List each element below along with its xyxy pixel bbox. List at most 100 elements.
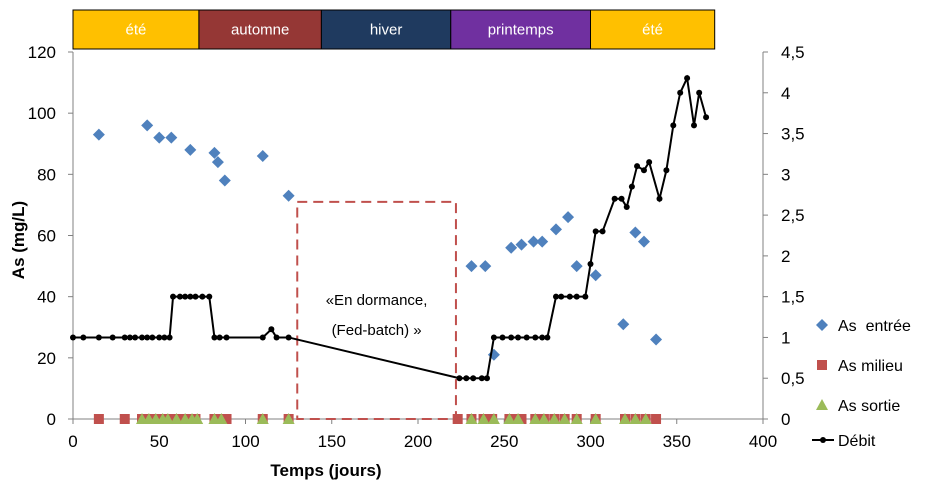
series-1-point-8 bbox=[176, 414, 187, 424]
y-right-tick-label-6: 3 bbox=[781, 165, 790, 184]
debit-point-3 bbox=[109, 334, 116, 341]
y-left-tick-label-0: 0 bbox=[47, 410, 56, 429]
legend-marker-1 bbox=[817, 360, 827, 370]
debit-point-38 bbox=[539, 334, 546, 341]
legend-label-0: As entrée bbox=[838, 318, 911, 335]
season-label-3: printemps bbox=[488, 22, 554, 39]
series-0-point-9 bbox=[282, 189, 295, 202]
debit-point-28 bbox=[463, 375, 470, 382]
debit-point-23 bbox=[259, 334, 266, 341]
legend-label-1: As milieu bbox=[838, 358, 903, 375]
season-label-0: été bbox=[126, 22, 147, 39]
y-right-tick-label-1: 0,5 bbox=[781, 369, 805, 388]
series-2-point-12 bbox=[282, 413, 295, 424]
debit-point-17 bbox=[192, 293, 199, 300]
y-left-tick-label-1: 20 bbox=[37, 349, 56, 368]
series-2-point-14 bbox=[477, 413, 490, 424]
debit-point-41 bbox=[558, 293, 565, 300]
legend-marker-2 bbox=[816, 399, 828, 410]
debit-point-53 bbox=[640, 167, 647, 174]
series-1-point-13 bbox=[221, 414, 232, 424]
debit-point-60 bbox=[691, 122, 697, 129]
season-band: été automne hiver printemps été bbox=[72, 9, 716, 50]
debit-point-40 bbox=[553, 293, 559, 300]
series-0-point-16 bbox=[536, 235, 549, 248]
legend-label-3: Débit bbox=[838, 433, 876, 450]
series-0-point-2 bbox=[153, 131, 166, 144]
debit-point-15 bbox=[182, 293, 189, 300]
debit-point-19 bbox=[206, 293, 213, 300]
y-right-tick-label-7: 3,5 bbox=[781, 125, 805, 144]
y-right-tick-label-2: 1 bbox=[781, 328, 790, 347]
debit-point-39 bbox=[544, 334, 551, 341]
series-2-point-8 bbox=[191, 413, 204, 424]
debit-point-25 bbox=[273, 334, 280, 341]
data-marks bbox=[70, 74, 710, 424]
debit-point-34 bbox=[508, 334, 515, 341]
debit-point-6 bbox=[132, 334, 139, 341]
x-tick-label-4: 200 bbox=[404, 432, 432, 451]
debit-point-42 bbox=[566, 293, 573, 300]
series-2-point-16 bbox=[503, 413, 516, 424]
series-0-point-11 bbox=[479, 260, 492, 273]
debit-point-51 bbox=[628, 183, 635, 190]
series-0-point-20 bbox=[589, 269, 602, 282]
debit-point-5 bbox=[126, 334, 133, 341]
series-0-point-4 bbox=[184, 143, 197, 156]
debit-point-58 bbox=[677, 89, 684, 96]
y-left-tick-label-4: 80 bbox=[37, 165, 56, 184]
dormancy-annotation: «En dormance, (Fed-batch) » bbox=[296, 200, 457, 420]
series-2-point-13 bbox=[465, 413, 478, 424]
debit-point-54 bbox=[646, 159, 653, 166]
debit-point-2 bbox=[95, 334, 102, 341]
y-left-tick-label-6: 120 bbox=[28, 43, 56, 62]
series-1-point-0 bbox=[93, 414, 104, 424]
x-axis-title: Temps (jours) bbox=[270, 461, 381, 480]
debit-point-37 bbox=[532, 334, 539, 341]
tick-labels: 0 50 100 150 200 250 300 350 4000204060801001200… bbox=[28, 43, 805, 451]
legend: As entrée As milieu As sortie Débit bbox=[812, 318, 911, 450]
season-2 bbox=[320, 9, 452, 50]
x-tick-label-6: 300 bbox=[576, 432, 604, 451]
series-1-point-16 bbox=[452, 414, 463, 424]
x-tick-label-7: 350 bbox=[663, 432, 691, 451]
annotation-line-2: (Fed-batch) » bbox=[332, 322, 422, 339]
series-2-point-20 bbox=[548, 413, 561, 424]
y-right-tick-label-5: 2,5 bbox=[781, 206, 805, 225]
debit-point-1 bbox=[80, 334, 87, 341]
series-2-point-11 bbox=[256, 413, 269, 424]
series-0-point-3 bbox=[165, 131, 178, 144]
series-1-point-22 bbox=[516, 414, 527, 424]
series-2-point-25 bbox=[629, 413, 642, 424]
series-0-point-0 bbox=[92, 128, 105, 141]
debit-point-35 bbox=[515, 334, 522, 341]
series-1-point-9 bbox=[183, 414, 194, 424]
series-2-point-23 bbox=[589, 413, 602, 424]
series-0-point-22 bbox=[629, 226, 642, 239]
series-0-point-8 bbox=[256, 149, 269, 162]
debit-point-30 bbox=[478, 375, 485, 382]
y-right-tick-label-0: 0 bbox=[781, 410, 790, 429]
series-0-point-10 bbox=[465, 260, 478, 273]
debit-point-27 bbox=[456, 375, 463, 382]
annotation-line-1: «En dormance, bbox=[326, 292, 428, 309]
series-1-point-7 bbox=[168, 414, 179, 424]
season-label-2: hiver bbox=[370, 22, 403, 39]
debit-point-8 bbox=[144, 334, 151, 341]
season-label-4: été bbox=[642, 22, 663, 39]
debit-point-61 bbox=[696, 89, 703, 96]
series-0-point-23 bbox=[637, 235, 650, 248]
x-tick-label-0: 0 bbox=[68, 432, 77, 451]
debit-point-52 bbox=[634, 163, 641, 170]
series-0-point-24 bbox=[650, 333, 663, 346]
debit-point-47 bbox=[599, 228, 606, 235]
y-axis-title: As (mg/L) bbox=[9, 201, 28, 279]
series-1-point-1 bbox=[119, 414, 130, 424]
debit-point-11 bbox=[161, 334, 168, 341]
x-tick-label-8: 400 bbox=[749, 432, 777, 451]
debit-point-14 bbox=[176, 293, 183, 300]
debit-point-24 bbox=[268, 326, 275, 333]
debit-point-46 bbox=[592, 228, 599, 235]
series-2-point-26 bbox=[639, 413, 652, 424]
